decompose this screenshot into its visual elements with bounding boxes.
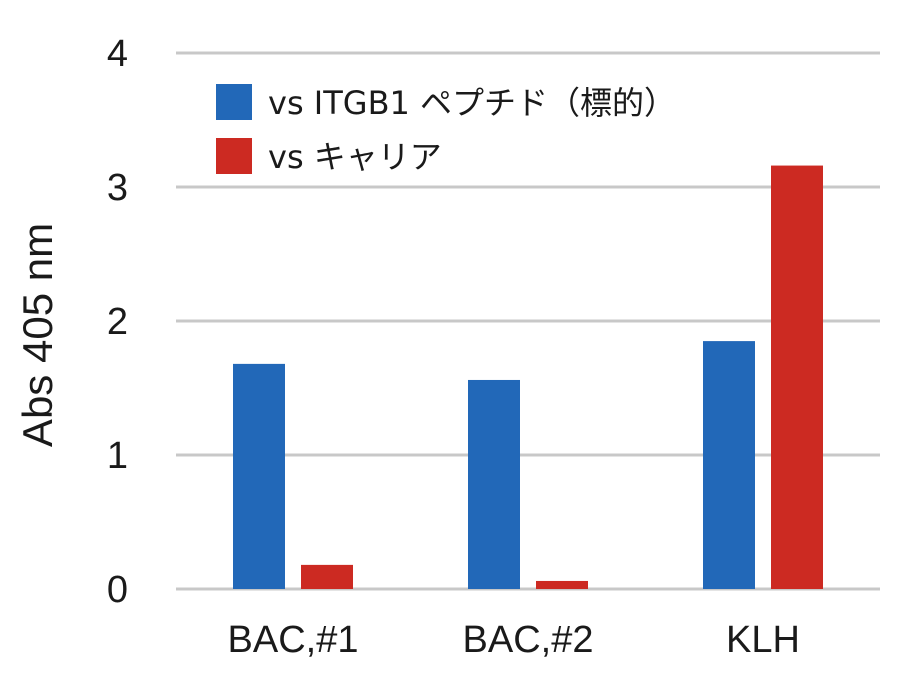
x-tick-label-0: BAC,#1 (228, 619, 359, 661)
y-axis-ticks: 0 1 2 3 4 (107, 33, 128, 611)
y-tick-label-4: 4 (107, 33, 128, 75)
bar-bac1-series-0 (233, 363, 285, 589)
x-axis-ticks: BAC,#1 BAC,#2 KLH (228, 619, 800, 661)
legend: vs ITGB1 ペプチド（標的） vs キャリア (216, 84, 676, 176)
legend-swatch-carrier (216, 138, 252, 174)
x-tick-label-1: BAC,#2 (463, 619, 594, 661)
y-tick-label-3: 3 (107, 167, 128, 209)
bar-bac1-series-1 (301, 564, 353, 589)
x-tick-label-2: KLH (726, 619, 800, 661)
bar-bac2-series-0 (468, 379, 520, 589)
legend-label-carrier: vs キャリア (268, 138, 442, 176)
y-axis-title: Abs 405 nm (14, 223, 61, 447)
y-tick-label-1: 1 (107, 435, 128, 477)
y-tick-label-2: 2 (107, 301, 128, 343)
bar-bac2-series-1 (536, 580, 588, 589)
bar-klh-series-1 (771, 165, 823, 589)
y-tick-label-0: 0 (107, 569, 128, 611)
bars (233, 165, 823, 589)
legend-label-target: vs ITGB1 ペプチド（標的） (268, 84, 676, 122)
bar-klh-series-0 (703, 341, 755, 589)
gridlines (176, 51, 880, 591)
legend-swatch-target (216, 84, 252, 120)
